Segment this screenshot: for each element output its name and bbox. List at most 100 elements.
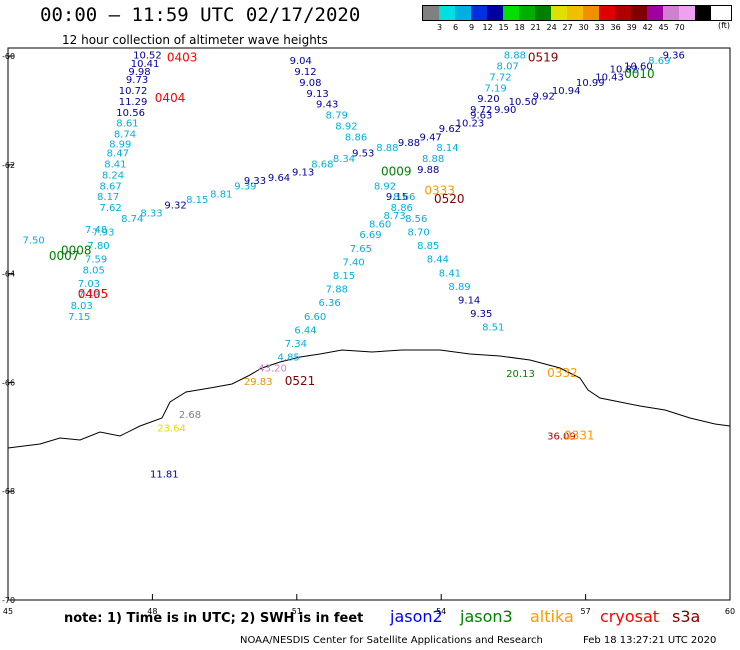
legend-unit: (ft) <box>718 21 731 30</box>
credit-line: NOAA/NESDIS Center for Satellite Applica… <box>240 635 543 646</box>
pass-time-label: 0009 <box>381 165 412 179</box>
legend-tick-label: 9 <box>469 23 475 32</box>
swh-reading: 10.72 <box>119 86 148 97</box>
swh-reading: 7.03 <box>78 279 100 290</box>
swh-labels: 10.5210.419.989.7310.7211.2910.568.618.7… <box>22 50 684 480</box>
swh-reading: 23.64 <box>157 423 186 434</box>
swh-reading: 7.65 <box>350 244 372 255</box>
page-title: 00:00 – 11:59 UTC 02/17/2020 <box>40 4 361 26</box>
swh-reading: 10.60 <box>624 62 653 73</box>
footer-note: note: 1) Time is in UTC; 2) SWH is in fe… <box>64 611 364 626</box>
swh-reading: 8.56 <box>405 214 427 225</box>
swh-reading: 9.73 <box>126 75 148 86</box>
legend-tick-label: 36 <box>610 23 621 32</box>
legend-tick-label: 30 <box>578 23 589 32</box>
swh-reading: 8.15 <box>333 271 355 282</box>
swh-reading: 8.85 <box>417 241 439 252</box>
swh-reading: 8.88 <box>422 154 444 165</box>
swh-reading: 8.88 <box>504 51 526 62</box>
swh-reading: 6.60 <box>304 312 326 323</box>
legend-tick-label: 21 <box>530 23 541 32</box>
swh-reading: 8.51 <box>482 323 504 334</box>
legend-tick-label: 42 <box>642 23 653 32</box>
swh-reading: 10.41 <box>131 59 160 70</box>
swh-reading: 9.62 <box>439 124 461 135</box>
swh-reading: 7.48 <box>85 225 107 236</box>
color-legend: 3 6 9 12 15 18 21 24 27 30 33 36 39 42 45 70 (ft) <box>422 5 732 35</box>
swh-reading: 8.70 <box>408 228 430 239</box>
swh-reading: 9.20 <box>477 94 499 105</box>
swh-reading: 9.88 <box>398 138 420 149</box>
swh-reading: 10.56 <box>116 108 145 119</box>
swh-reading: 7.62 <box>99 203 121 214</box>
pass-time-label: 0010 <box>624 67 655 81</box>
swh-reading: 8.07 <box>497 62 519 73</box>
swh-reading: 10.23 <box>456 119 485 130</box>
swh-reading: 9.08 <box>299 78 321 89</box>
legend-jason3: jason3 <box>460 607 513 626</box>
swh-reading: 9.72 <box>470 105 492 116</box>
swh-reading: 8.15 <box>186 195 208 206</box>
swh-reading: 7.59 <box>85 255 107 266</box>
legend-swatch <box>519 6 535 20</box>
swh-reading: 9.63 <box>470 111 492 122</box>
swh-reading: 8.34 <box>333 154 355 165</box>
legend-labels: 3 6 9 12 15 18 21 24 27 30 33 36 39 42 45 70 <box>422 21 732 35</box>
pass-time-label: 0007 <box>49 249 80 263</box>
lon-tick-label: 48 <box>147 607 157 616</box>
swh-reading: 9.13 <box>292 168 314 179</box>
swh-reading: 7.13 <box>78 290 100 301</box>
legend-swatch <box>455 6 471 20</box>
legend-tick-label: 6 <box>453 23 459 32</box>
pass-time-label: 0332 <box>547 366 578 380</box>
swh-reading: 6.44 <box>294 325 316 336</box>
swh-reading: 9.33 <box>244 176 266 187</box>
legend-swatch <box>567 6 583 20</box>
swh-reading: 8.92 <box>335 121 357 132</box>
page-subtitle: 12 hour collection of altimeter wave hei… <box>62 33 328 47</box>
pass-time-label: 0333 <box>424 184 455 198</box>
swh-reading: 2.68 <box>179 410 201 421</box>
swh-reading: 20.13 <box>506 369 535 380</box>
swh-reading: 7.34 <box>285 339 307 350</box>
swh-reading: 7.72 <box>489 72 511 83</box>
swh-reading: 8.79 <box>326 111 348 122</box>
legend-swatch <box>647 6 663 20</box>
swh-reading: 9.12 <box>294 67 316 78</box>
swh-reading: 8.69 <box>648 56 670 67</box>
legend-swatch <box>583 6 599 20</box>
antarctic-coastline <box>7 349 731 449</box>
legend-swatch <box>663 6 679 20</box>
swh-reading: 8.44 <box>427 255 449 266</box>
swh-reading: 8.86 <box>391 203 413 214</box>
swh-reading: 9.15 <box>386 192 408 203</box>
pass-time-label: 0404 <box>155 91 186 105</box>
swh-reading: 8.41 <box>104 160 126 171</box>
swh-reading: 10.99 <box>576 78 605 89</box>
legend-swatch <box>503 6 519 20</box>
swh-reading: 43.20 <box>258 364 287 375</box>
swh-reading: 10.52 <box>133 51 162 62</box>
legend-swatch <box>487 6 503 20</box>
swh-reading: 8.41 <box>439 268 461 279</box>
pass-time-label: 0520 <box>434 192 465 206</box>
swh-reading: 8.68 <box>311 160 333 171</box>
lon-tick-label: 51 <box>292 607 302 616</box>
legend-tick-label: 33 <box>594 23 605 32</box>
legend-swatch <box>551 6 567 20</box>
swh-reading: 9.32 <box>164 200 186 211</box>
swh-reading: 7.15 <box>68 312 90 323</box>
legend-swatch <box>471 6 487 20</box>
swh-reading: 8.73 <box>383 211 405 222</box>
swh-reading: 8.60 <box>369 219 391 230</box>
swh-reading: 8.67 <box>99 181 121 192</box>
swh-reading: 36.09 <box>547 432 576 443</box>
swh-reading: 8.86 <box>345 132 367 143</box>
pass-time-label: 0519 <box>528 50 559 64</box>
swh-reading: 6.36 <box>318 298 340 309</box>
swh-reading: 9.47 <box>420 132 442 143</box>
swh-reading: 9.53 <box>352 149 374 160</box>
lon-tick-label: 57 <box>581 607 591 616</box>
swh-reading: 8.66 <box>393 192 415 203</box>
swh-reading: 8.99 <box>109 139 131 150</box>
